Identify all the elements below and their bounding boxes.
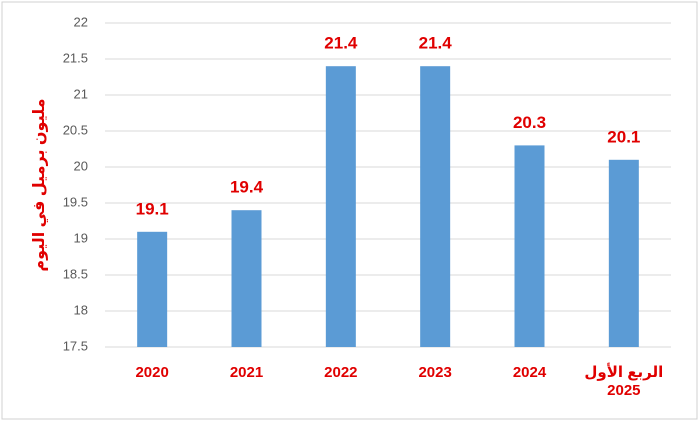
y-tick-label: 17.5 bbox=[63, 338, 88, 353]
x-tick-label: 2021 bbox=[229, 364, 264, 381]
y-tick-label: 20 bbox=[74, 158, 88, 173]
y-tick-label: 19 bbox=[74, 230, 88, 245]
data-label: 21.4 bbox=[419, 34, 453, 53]
data-label: 21.4 bbox=[324, 34, 358, 53]
bar bbox=[420, 66, 451, 347]
y-tick-label: 18 bbox=[74, 302, 88, 317]
y-tick-label: 21 bbox=[74, 86, 88, 101]
y-tick-label: 20.5 bbox=[63, 122, 88, 137]
bar bbox=[137, 231, 168, 347]
x-tick-label: 2020 bbox=[135, 364, 169, 381]
y-tick-label: 22 bbox=[74, 14, 88, 29]
bar bbox=[231, 210, 262, 347]
data-label: 19.1 bbox=[136, 199, 169, 218]
data-label: 20.3 bbox=[513, 113, 546, 132]
bar bbox=[608, 159, 639, 347]
x-tick-label: 2023 bbox=[418, 364, 452, 381]
x-tick-label: الربع الأول 2025 bbox=[584, 364, 664, 399]
x-tick-label: 2022 bbox=[324, 364, 358, 381]
bar bbox=[325, 66, 356, 347]
y-tick-label: 18.5 bbox=[63, 266, 88, 281]
y-tick-label: 21.5 bbox=[63, 50, 88, 65]
data-label: 20.1 bbox=[607, 127, 640, 146]
bar bbox=[514, 145, 545, 347]
data-label: 19.4 bbox=[230, 178, 264, 197]
y-tick-label: 19.5 bbox=[63, 194, 88, 209]
x-tick-label: 2024 bbox=[512, 364, 547, 381]
y-axis-title: مليون برميل في اليوم bbox=[31, 98, 49, 271]
